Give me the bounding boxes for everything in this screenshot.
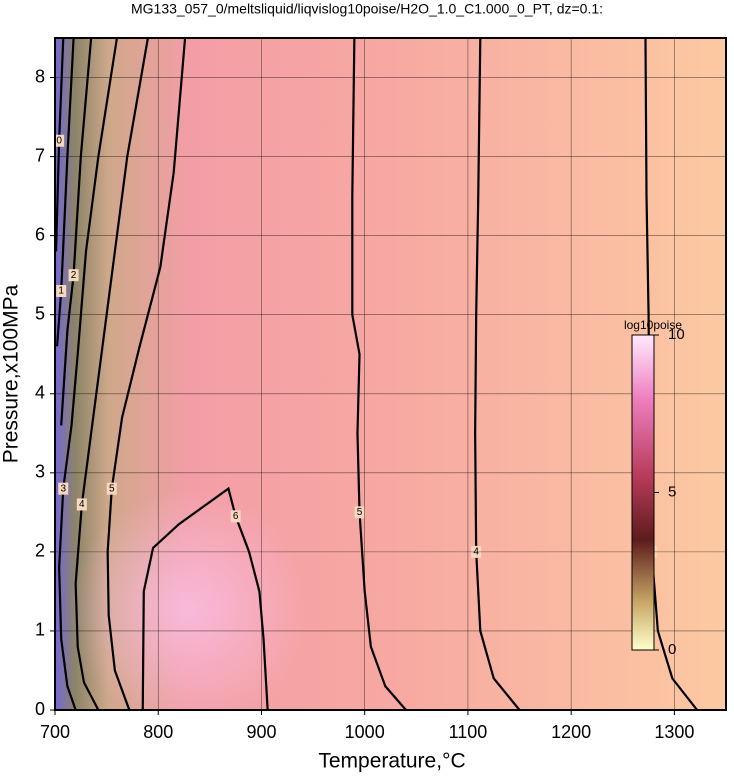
contour-label-bg bbox=[58, 482, 69, 495]
contour-label: 0 bbox=[56, 135, 62, 146]
chart-title: MG133_057_0/meltsliquid/liqvislog10poise… bbox=[131, 1, 603, 17]
x-axis-label: Temperature,°C bbox=[318, 750, 465, 773]
y-tick-label: 3 bbox=[35, 462, 45, 482]
contour-label: 1 bbox=[58, 286, 64, 297]
contour-label: 5 bbox=[357, 507, 363, 518]
y-tick-label: 1 bbox=[35, 620, 45, 640]
contour-label-bg bbox=[106, 482, 117, 495]
colorbar-tick-label: 10 bbox=[668, 326, 685, 343]
contour-line bbox=[55, 37, 75, 347]
plot-frame bbox=[54, 37, 727, 711]
y-tick-label: 0 bbox=[35, 699, 45, 719]
y-tick-label: 5 bbox=[35, 303, 45, 323]
y-tick-label: 8 bbox=[35, 66, 45, 86]
field-highlight bbox=[55, 38, 726, 710]
contour-label: 6 bbox=[233, 511, 239, 522]
contour-label-bg bbox=[56, 284, 67, 297]
contour-label-bg bbox=[354, 506, 365, 519]
contour-line bbox=[74, 37, 149, 711]
contour-line bbox=[106, 37, 187, 711]
contour-label: 3 bbox=[60, 483, 66, 494]
colorbar-tick-label: 5 bbox=[668, 483, 676, 500]
x-tick-label: 700 bbox=[40, 722, 70, 742]
y-tick-label: 7 bbox=[35, 145, 45, 165]
y-tick-label: 2 bbox=[35, 541, 45, 561]
x-tick-label: 1300 bbox=[654, 722, 694, 742]
y-tick-label: 4 bbox=[35, 383, 45, 403]
x-tick-label: 800 bbox=[143, 722, 173, 742]
y-tick-label: 6 bbox=[35, 224, 45, 244]
x-tick-label: 1100 bbox=[449, 722, 488, 742]
contour-line bbox=[58, 37, 119, 711]
colorbar-tick-label: 0 bbox=[668, 641, 676, 658]
colorbar bbox=[631, 334, 655, 651]
x-tick-label: 1200 bbox=[551, 722, 591, 742]
contour-label: 2 bbox=[71, 270, 77, 281]
contour-label-bg bbox=[68, 269, 79, 282]
contour-label-bg bbox=[54, 134, 65, 147]
colorbar-label: log10poise bbox=[624, 318, 682, 332]
y-axis-label: Pressure,x100MPa bbox=[0, 284, 23, 463]
contour-label: 5 bbox=[109, 483, 115, 494]
x-tick-label: 900 bbox=[246, 722, 276, 742]
x-tick-label: 1000 bbox=[345, 722, 385, 742]
contour-label-bg bbox=[76, 498, 87, 511]
contour-label-bg bbox=[230, 510, 241, 523]
contour-label: 4 bbox=[79, 499, 85, 510]
contour-line bbox=[474, 37, 521, 711]
